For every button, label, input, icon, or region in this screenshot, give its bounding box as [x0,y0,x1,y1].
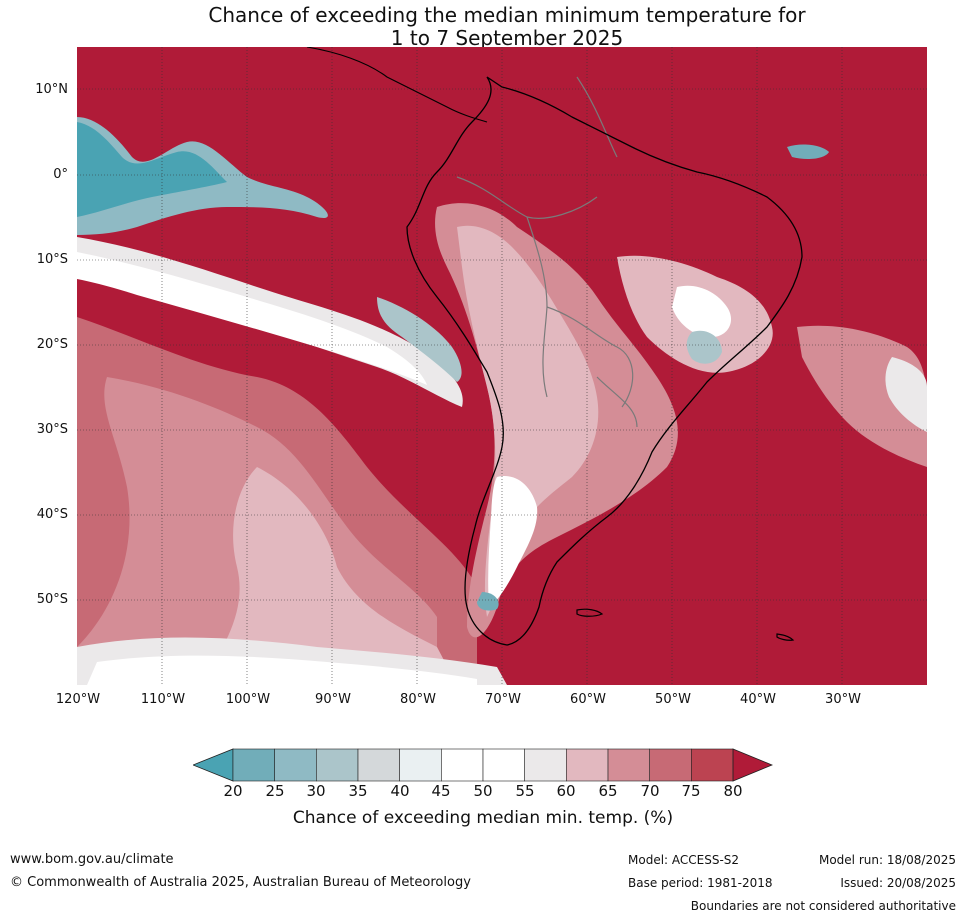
map-title-line-1: Chance of exceeding the median minimum t… [208,3,806,27]
lat-label-10s: 10°S [36,252,68,267]
colorbar-segment [399,748,442,782]
lon-label-50w: 50°W [655,692,691,707]
lat-label-40s: 40°S [36,507,68,522]
south-georgia [776,633,795,641]
south-america-coastline [406,76,803,646]
contour-zone-south-pacific-pale [197,467,457,685]
falkland-islands [576,608,604,617]
forecast-map-svg [77,47,927,685]
lat-label-20s: 20°S [36,337,68,352]
contour-zone-atlantic-south-pale [885,357,927,432]
contour-zone-brazil-blue [686,330,722,364]
colorbar-segment [524,748,567,782]
forecast-map [77,47,927,685]
colorbar-tick-50: 50 [473,782,493,800]
colorbar-tick-25: 25 [265,782,285,800]
colorbar-arrow-high [732,748,773,782]
colorbar-segment [691,748,734,782]
lon-label-70w: 70°W [485,692,521,707]
colorbar-tick-30: 30 [306,782,326,800]
contour-zone-far-south-white [87,655,477,685]
colorbar-tick-45: 45 [431,782,451,800]
footer-model: Model: ACCESS-S2 [628,853,740,867]
colorbar-tick-40: 40 [390,782,410,800]
footer-issued: Issued: 20/08/2025 [840,876,956,890]
contour-zone-brazil-white [672,285,732,337]
contour-zone-blue-pacific [377,297,462,382]
lon-label-120w: 120°W [55,692,101,707]
colorbar-arrow-low [193,748,234,782]
lat-label-0: 0° [53,167,68,182]
map-title: Chance of exceeding the median minimum t… [0,4,965,50]
lat-label-50s: 50°S [36,592,68,607]
colorbar-segments [193,748,773,782]
contour-zone-blue-equatorial-core [77,122,227,217]
country-borders [456,76,638,428]
footer-model-run: Model run: 18/08/2025 [818,853,956,867]
lon-label-110w: 110°W [140,692,186,707]
lon-label-80w: 80°W [400,692,436,707]
lon-label-60w: 60°W [570,692,606,707]
colorbar-tick-60: 60 [556,782,576,800]
colorbar-segment [566,748,609,782]
map-title-line-2: 1 to 7 September 2025 [390,26,624,50]
graticule [77,47,927,685]
colorbar-tick-55: 55 [515,782,535,800]
colorbar-segment [357,748,400,782]
colorbar-segment [441,748,484,782]
colorbar-segment [232,748,275,782]
colorbar-tick-65: 65 [598,782,618,800]
footer-disclaimer: Boundaries are not considered authoritat… [690,899,956,913]
lat-label-10n: 10°N [35,82,68,97]
footer-website: www.bom.gov.au/climate [10,852,174,867]
central-america-coastline [306,47,488,123]
colorbar-tick-35: 35 [348,782,368,800]
colorbar [193,748,773,782]
colorbar-tick-20: 20 [223,782,243,800]
colorbar-segment [607,748,650,782]
lon-label-30w: 30°W [825,692,861,707]
colorbar-segment [482,748,525,782]
lat-label-30s: 30°S [36,422,68,437]
lon-label-90w: 90°W [315,692,351,707]
footer-copyright: © Commonwealth of Australia 2025, Austra… [10,875,471,890]
contour-zone-north-blue-spot [787,144,829,160]
lon-label-40w: 40°W [740,692,776,707]
colorbar-tick-80: 80 [723,782,743,800]
contour-zone-patagonia-white [488,476,538,607]
colorbar-tick-75: 75 [681,782,701,800]
colorbar-tick-70: 70 [640,782,660,800]
colorbar-label: Chance of exceeding median min. temp. (%… [292,808,674,828]
footer-base-period: Base period: 1981-2018 [628,876,773,890]
colorbar-segment [649,748,692,782]
contour-zone-patagonia-blue [477,592,499,611]
lon-label-100w: 100°W [225,692,271,707]
contour-zone-equatorial-band-2 [77,252,427,385]
colorbar-segment [274,748,317,782]
colorbar-segment [316,748,359,782]
